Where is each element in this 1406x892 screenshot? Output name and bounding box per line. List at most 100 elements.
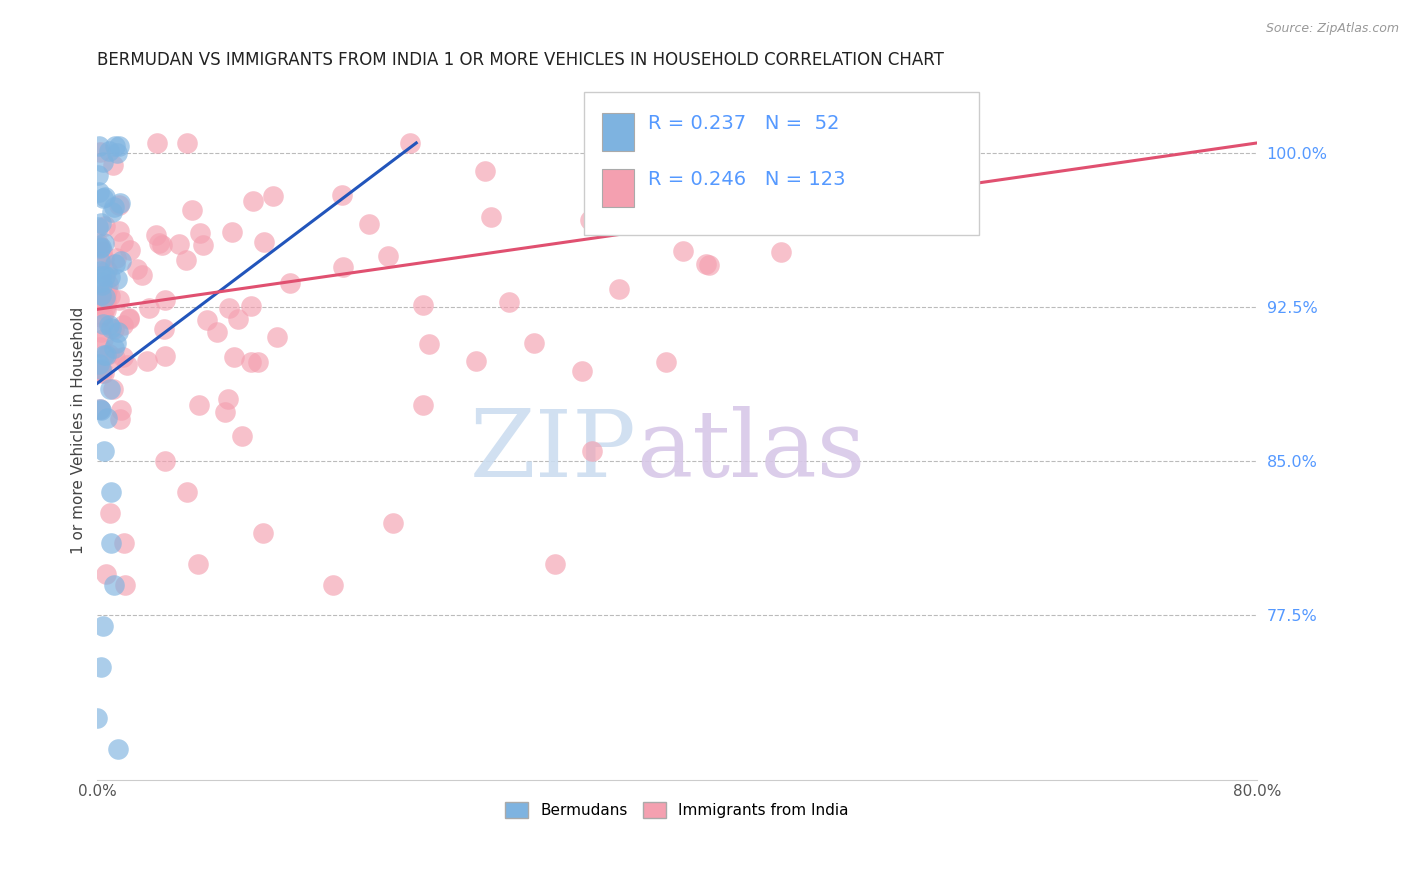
Point — [581, 444, 603, 458]
Point — [107, 325, 129, 339]
Point — [616, 170, 638, 185]
Point — [94, 219, 117, 234]
Point — [108, 224, 131, 238]
Y-axis label: 1 or more Vehicles in Household: 1 or more Vehicles in Household — [72, 307, 86, 554]
Point — [90, 240, 112, 254]
Point — [112, 350, 135, 364]
Point — [93, 301, 115, 315]
Point — [607, 283, 630, 297]
Point — [89, 402, 111, 417]
Text: R = 0.246   N = 123: R = 0.246 N = 123 — [648, 169, 845, 188]
Point — [97, 144, 120, 158]
Point — [174, 253, 197, 268]
Point — [90, 310, 112, 324]
Point — [228, 311, 250, 326]
Point — [118, 311, 141, 326]
Point — [131, 268, 153, 282]
Point — [148, 236, 170, 251]
Point — [91, 333, 114, 347]
Point — [382, 516, 405, 530]
Point — [330, 187, 353, 202]
Point — [94, 190, 117, 204]
Point — [412, 398, 434, 412]
Point — [181, 202, 204, 217]
Point — [322, 577, 344, 591]
Point — [87, 290, 110, 304]
Point — [167, 237, 190, 252]
Point — [104, 251, 127, 265]
Point — [94, 288, 117, 302]
Point — [110, 253, 132, 268]
Point — [118, 312, 141, 326]
Point — [176, 136, 198, 150]
Point — [359, 217, 381, 231]
Point — [191, 237, 214, 252]
FancyBboxPatch shape — [602, 169, 634, 207]
Point — [464, 353, 486, 368]
Point — [101, 205, 124, 219]
Point — [97, 277, 120, 292]
Point — [266, 329, 288, 343]
Point — [769, 244, 792, 259]
Point — [697, 259, 720, 273]
Point — [195, 313, 218, 327]
Point — [479, 210, 502, 224]
Point — [94, 294, 117, 309]
Point — [145, 136, 167, 150]
Point — [103, 342, 125, 356]
Point — [769, 189, 792, 203]
Point — [214, 405, 236, 419]
Point — [89, 138, 111, 153]
Point — [187, 398, 209, 412]
Point — [112, 235, 135, 249]
Point — [104, 351, 127, 366]
Point — [89, 275, 111, 289]
Point — [98, 269, 121, 284]
Point — [153, 454, 176, 468]
Point — [231, 429, 253, 443]
Point — [672, 244, 695, 258]
Point — [100, 320, 122, 334]
Point — [107, 741, 129, 756]
Point — [89, 253, 111, 268]
Point — [90, 362, 112, 376]
Point — [418, 336, 440, 351]
Point — [205, 325, 228, 339]
Point — [91, 277, 114, 292]
Point — [104, 336, 127, 351]
Point — [112, 536, 135, 550]
Point — [86, 711, 108, 725]
Point — [90, 288, 112, 302]
Point — [87, 363, 110, 377]
Point — [103, 158, 125, 172]
Point — [110, 196, 132, 211]
Point — [217, 392, 239, 407]
Point — [138, 301, 160, 315]
Point — [91, 366, 114, 380]
Point — [94, 290, 117, 304]
Point — [108, 293, 131, 307]
Point — [108, 139, 131, 153]
Point — [153, 321, 176, 335]
Point — [239, 299, 262, 313]
Point — [110, 412, 132, 426]
Point — [253, 235, 276, 249]
Point — [87, 296, 110, 310]
Point — [100, 485, 122, 500]
Point — [187, 557, 209, 571]
Point — [96, 348, 118, 362]
Point — [94, 567, 117, 582]
Point — [96, 283, 118, 297]
Point — [571, 364, 593, 378]
Text: R = 0.237   N =  52: R = 0.237 N = 52 — [648, 114, 839, 133]
Point — [240, 355, 263, 369]
Point — [98, 347, 121, 361]
Point — [89, 186, 111, 200]
Point — [247, 355, 270, 369]
FancyBboxPatch shape — [585, 92, 979, 235]
Point — [97, 318, 120, 333]
Point — [89, 242, 111, 256]
Point — [96, 410, 118, 425]
Point — [96, 303, 118, 318]
Point — [107, 272, 129, 286]
